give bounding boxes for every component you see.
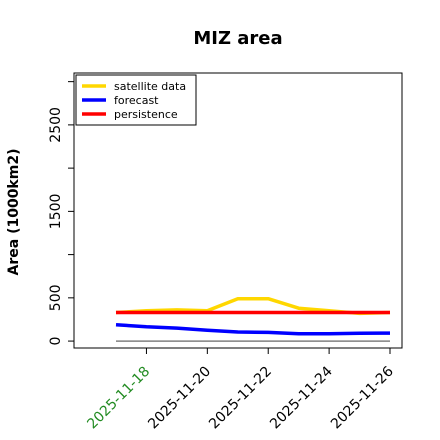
x-tick-label: 2025-11-20 (145, 364, 214, 433)
y-axis-label: Area (1000km2) (6, 149, 22, 276)
x-tick-label: 2025-11-22 (206, 364, 275, 433)
chart-title: MIZ area (193, 28, 282, 49)
legend-label: persistence (114, 108, 178, 121)
x-tick-label: 2025-11-26 (328, 363, 397, 432)
y-tick-label: 2500 (48, 107, 64, 143)
x-tick-label: 2025-11-24 (267, 363, 336, 432)
y-tick-label: 1500 (48, 194, 64, 230)
legend-label: forecast (114, 94, 159, 107)
y-tick-label: 0 (48, 337, 64, 346)
y-tick-label: 500 (48, 284, 64, 311)
series-line-forecast (115, 322, 391, 336)
x-tick-label: 2025-11-18 (84, 364, 153, 433)
legend-label: satellite data (114, 80, 186, 93)
plot-frame (73, 72, 403, 349)
